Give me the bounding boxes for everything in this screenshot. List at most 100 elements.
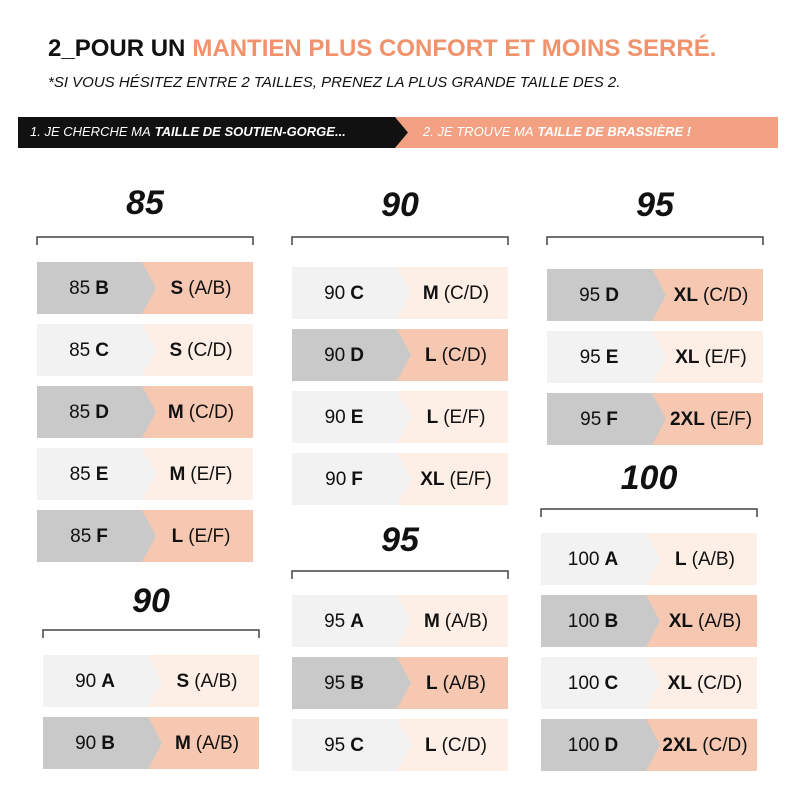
bra-size: 85 B (69, 278, 109, 299)
size-cell (397, 595, 508, 647)
brassiere-size: M (A/B) (424, 611, 488, 632)
size-cell (397, 719, 508, 771)
bracket (540, 508, 758, 517)
bra-cell (37, 448, 156, 500)
bra-size: 90 D (324, 345, 364, 366)
band: 90 (324, 283, 345, 304)
brassiere-size: L (E/F) (427, 407, 486, 428)
cup: E (351, 407, 364, 428)
size: M (169, 464, 185, 485)
size: L (675, 549, 687, 570)
band: 85 (69, 278, 90, 299)
cup: D (350, 345, 364, 366)
brassiere-size: L (A/B) (675, 549, 735, 570)
title-highlight: MANTIEN PLUS CONFORT ET MOINS SERRÉ. (192, 34, 716, 62)
brassiere-size: S (A/B) (171, 278, 232, 299)
bra-cell (541, 657, 660, 709)
band: 90 (324, 345, 345, 366)
size: L (427, 407, 439, 428)
size-cell (142, 262, 253, 314)
cup: B (95, 278, 109, 299)
size-cell (646, 719, 757, 771)
bra-size: 100 B (568, 611, 618, 632)
cups: (E/F) (450, 469, 492, 490)
band: 85 (69, 340, 90, 361)
cup: C (604, 673, 618, 694)
brassiere-size: XL (A/B) (669, 611, 742, 632)
size: 2XL (670, 409, 705, 430)
bra-cell (547, 393, 666, 445)
size-cell (652, 269, 763, 321)
cups: (E/F) (710, 409, 752, 430)
size: S (169, 340, 182, 361)
bra-cell (292, 329, 411, 381)
cups: (A/B) (692, 549, 735, 570)
cup: D (604, 735, 618, 756)
bra-size: 100 C (568, 673, 619, 694)
brassiere-size: S (A/B) (177, 671, 238, 692)
size-cell (142, 324, 253, 376)
cups: (C/D) (444, 283, 489, 304)
brassiere-size: M (C/D) (423, 283, 489, 304)
cups: (A/B) (196, 733, 239, 754)
size-cell (646, 533, 757, 585)
step-bold: TAILLE DE SOUTIEN-GORGE... (155, 124, 346, 139)
step-bold: TAILLE DE BRASSIÈRE ! (538, 124, 692, 139)
size-cell (397, 391, 508, 443)
cups: (C/D) (703, 285, 748, 306)
step-text: 1. JE CHERCHE MA (30, 124, 151, 139)
brassiere-size: M (A/B) (175, 733, 239, 754)
size-cell (148, 655, 259, 707)
brassiere-size: XL (E/F) (420, 469, 492, 490)
bracket (291, 570, 509, 579)
cup: B (350, 673, 364, 694)
band: 85 (70, 526, 91, 547)
step-text: 2. JE TROUVE MA (422, 124, 534, 139)
size: L (425, 345, 437, 366)
step-2: 2. JE TROUVE MA TAILLE DE BRASSIÈRE ! (422, 124, 692, 139)
size-cell (148, 717, 259, 769)
size: L (172, 526, 184, 547)
brassiere-size: 2XL (C/D) (662, 735, 747, 756)
cups: (A/B) (443, 673, 486, 694)
size-cell (142, 386, 253, 438)
cup: D (605, 285, 619, 306)
brassiere-size: XL (C/D) (668, 673, 743, 694)
size: S (171, 278, 184, 299)
group-title: 95 (636, 186, 675, 224)
bra-size: 85 D (69, 402, 109, 423)
cups: (C/D) (187, 340, 232, 361)
size-cell (652, 331, 763, 383)
brassiere-size: M (C/D) (168, 402, 234, 423)
bra-size: 90 C (324, 283, 364, 304)
cups: (E/F) (188, 526, 230, 547)
cup: F (351, 469, 363, 490)
size: XL (420, 469, 445, 490)
brassiere-size: M (E/F) (169, 464, 232, 485)
bra-cell (292, 453, 411, 505)
brassiere-size: L (E/F) (172, 526, 231, 547)
band: 95 (579, 285, 600, 306)
bra-size: 90 E (325, 407, 364, 428)
size: S (177, 671, 190, 692)
size-cell (646, 595, 757, 647)
band: 100 (568, 673, 600, 694)
bra-size: 85 C (69, 340, 109, 361)
step-banner-1 (18, 117, 408, 148)
band: 100 (568, 611, 600, 632)
bra-cell (292, 595, 411, 647)
cup: F (606, 409, 618, 430)
bra-cell (547, 331, 666, 383)
group-title: 85 (126, 184, 165, 222)
band: 95 (324, 735, 345, 756)
band: 90 (75, 671, 96, 692)
size: XL (674, 285, 699, 306)
bra-cell (37, 386, 156, 438)
cup: A (101, 671, 115, 692)
bracket (42, 629, 260, 638)
bra-cell (292, 657, 411, 709)
cups: (A/B) (698, 611, 741, 632)
size-cell (646, 657, 757, 709)
size: M (175, 733, 191, 754)
size-cell (142, 448, 253, 500)
